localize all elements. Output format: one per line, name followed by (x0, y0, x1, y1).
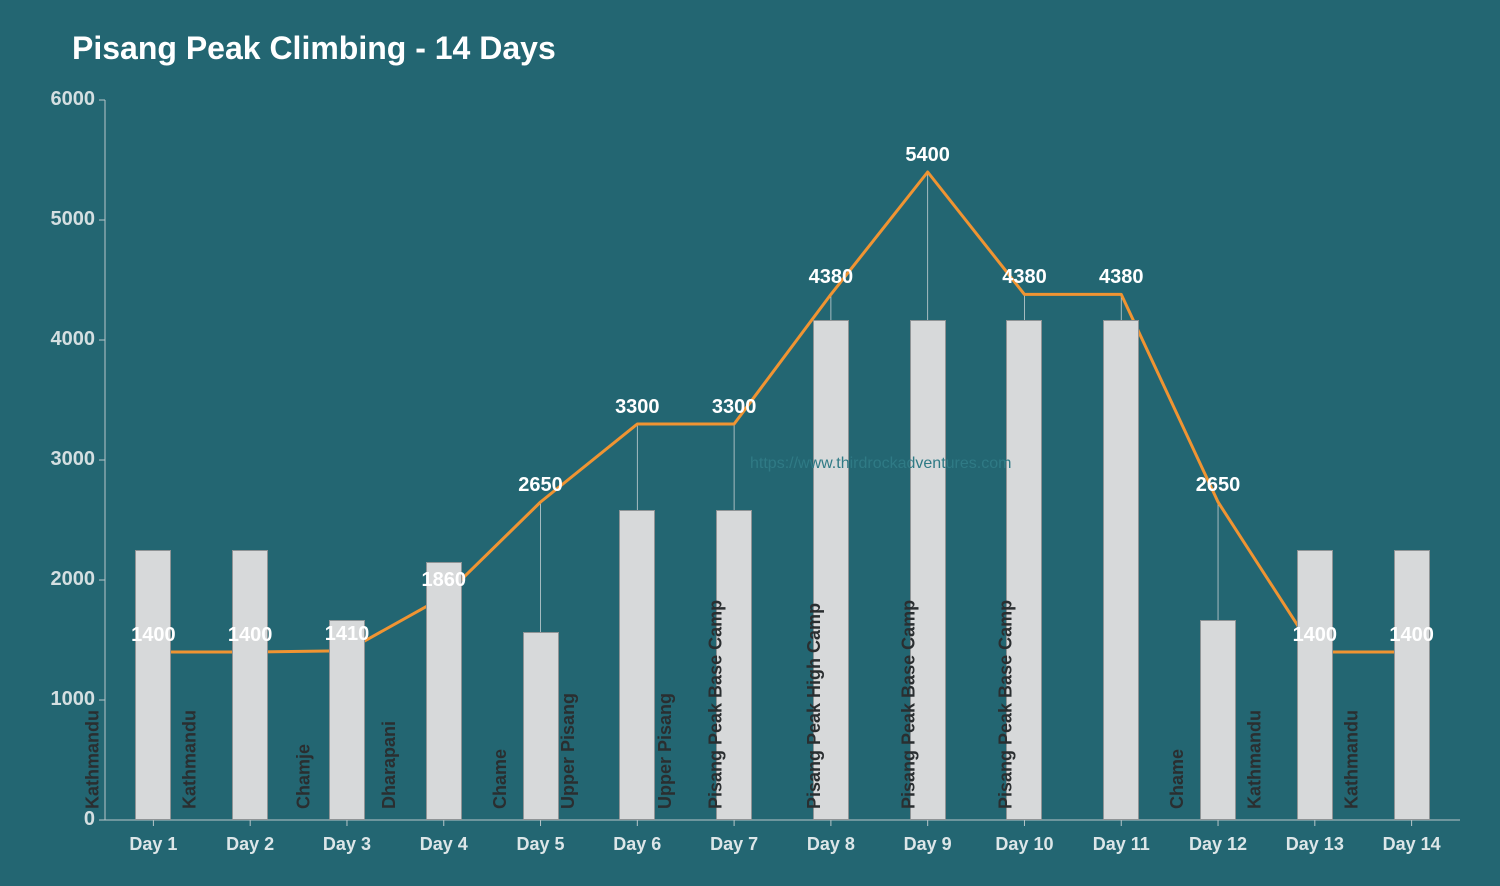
location-label: Chamje (293, 744, 314, 809)
x-tick-label: Day 10 (995, 834, 1053, 855)
location-label: Kathmandu (180, 710, 201, 809)
location-label: Pisang Peak High Camp (804, 603, 825, 809)
y-tick-label: 0 (0, 808, 95, 831)
location-bar: Kathmandu (135, 550, 171, 820)
chart-container: Pisang Peak Climbing - 14 Days Kathmandu… (0, 0, 1500, 886)
value-label: 1400 (1293, 624, 1338, 647)
location-bar: Upper Pisang (619, 510, 655, 820)
x-tick-label: Day 12 (1189, 834, 1247, 855)
value-label: 1400 (228, 624, 273, 647)
value-label: 5400 (905, 144, 950, 167)
location-label: Chame (490, 749, 511, 809)
x-tick-label: Day 11 (1093, 834, 1150, 855)
value-label: 3300 (712, 396, 757, 419)
y-tick-label: 2000 (0, 568, 95, 591)
location-bar: Kathmandu (1297, 550, 1333, 820)
value-label: 1410 (325, 623, 370, 646)
location-label: Upper Pisang (558, 693, 579, 809)
value-label: 1860 (422, 569, 467, 592)
y-tick-label: 5000 (0, 208, 95, 231)
watermark-text: https://www.thirdrockadventures.com (750, 455, 1011, 473)
location-bar: Chame (1200, 620, 1236, 820)
value-label: 1400 (131, 624, 176, 647)
location-label: Pisang Peak Base Camp (899, 600, 920, 809)
x-tick-label: Day 6 (613, 834, 661, 855)
value-label: 3300 (615, 396, 660, 419)
location-bar: Chame (523, 632, 559, 820)
value-label: 2650 (518, 474, 563, 497)
x-tick-label: Day 9 (904, 834, 952, 855)
value-label: 4380 (1099, 266, 1144, 289)
x-tick-label: Day 1 (129, 834, 177, 855)
x-tick-label: Day 5 (517, 834, 565, 855)
y-tick-label: 3000 (0, 448, 95, 471)
y-tick-label: 6000 (0, 88, 95, 111)
value-label: 4380 (1002, 266, 1047, 289)
value-label: 4380 (809, 266, 854, 289)
x-tick-label: Day 14 (1383, 834, 1441, 855)
x-tick-label: Day 4 (420, 834, 468, 855)
location-bar: Kathmandu (1394, 550, 1430, 820)
location-bar: Kathmandu (232, 550, 268, 820)
location-label: Chame (1167, 749, 1188, 809)
y-tick-label: 4000 (0, 328, 95, 351)
location-label: Upper Pisang (655, 693, 676, 809)
x-tick-label: Day 13 (1286, 834, 1344, 855)
value-label: 2650 (1196, 474, 1241, 497)
location-label: Dharapani (379, 721, 400, 809)
location-label: Kathmandu (83, 710, 104, 809)
y-tick-label: 1000 (0, 688, 95, 711)
location-label: Pisang Peak Base Camp (996, 600, 1017, 809)
location-bar: Pisang Peak Base Camp (1103, 320, 1139, 820)
x-tick-label: Day 3 (323, 834, 371, 855)
location-label: Kathmandu (1244, 710, 1265, 809)
location-bar: Dharapani (426, 562, 462, 820)
x-tick-label: Day 2 (226, 834, 274, 855)
location-bar: Chamje (329, 620, 365, 820)
x-tick-label: Day 7 (710, 834, 758, 855)
x-tick-label: Day 8 (807, 834, 855, 855)
location-label: Pisang Peak Base Camp (705, 600, 726, 809)
value-label: 1400 (1389, 624, 1434, 647)
location-label: Kathmandu (1341, 710, 1362, 809)
